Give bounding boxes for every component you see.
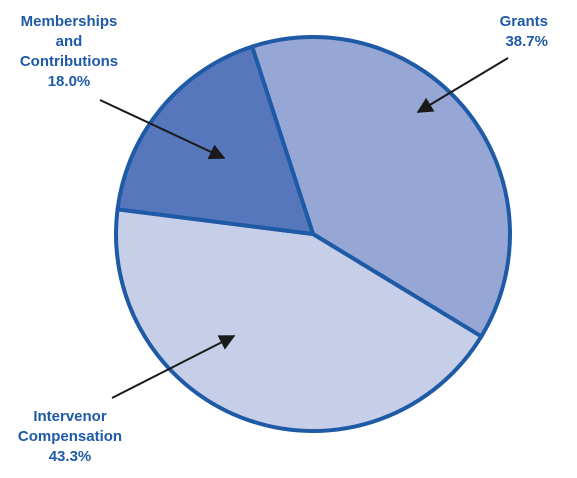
slice-label-line: Intervenor: [33, 408, 107, 425]
pie-slice-grants: [250, 35, 512, 339]
slice-label-line: Compensation: [18, 428, 122, 445]
pie-slices: [114, 35, 512, 433]
slice-label-line: and: [56, 33, 83, 50]
pie-slice-memberships-and-contributions: [115, 44, 315, 236]
slice-label-line: Grants: [500, 13, 548, 30]
slice-label-line: Memberships: [21, 13, 118, 30]
slice-label-line: 38.7%: [505, 33, 548, 50]
callout-arrow-intervenor-compensation: [111, 335, 236, 399]
slice-label-intervenor-compensation: Intervenor Compensation 43.3%: [18, 408, 122, 465]
slice-label-line: Contributions: [20, 53, 118, 70]
slice-labels: Grants 38.7% Intervenor Compensation 43.3% Me…: [18, 13, 548, 465]
callout-arrow-grants: [416, 57, 509, 113]
callout-arrows: [99, 57, 509, 399]
slice-label-memberships-and-contributions: Memberships and Contributions 18.0%: [20, 13, 118, 90]
pie-slice-intervenor-compensation: [114, 207, 484, 433]
slice-label-line: 43.3%: [49, 448, 92, 465]
callout-arrow-memberships-and-contributions: [99, 99, 226, 160]
slice-label-grants: Grants 38.7%: [500, 13, 548, 50]
slice-label-line: 18.0%: [48, 73, 91, 90]
